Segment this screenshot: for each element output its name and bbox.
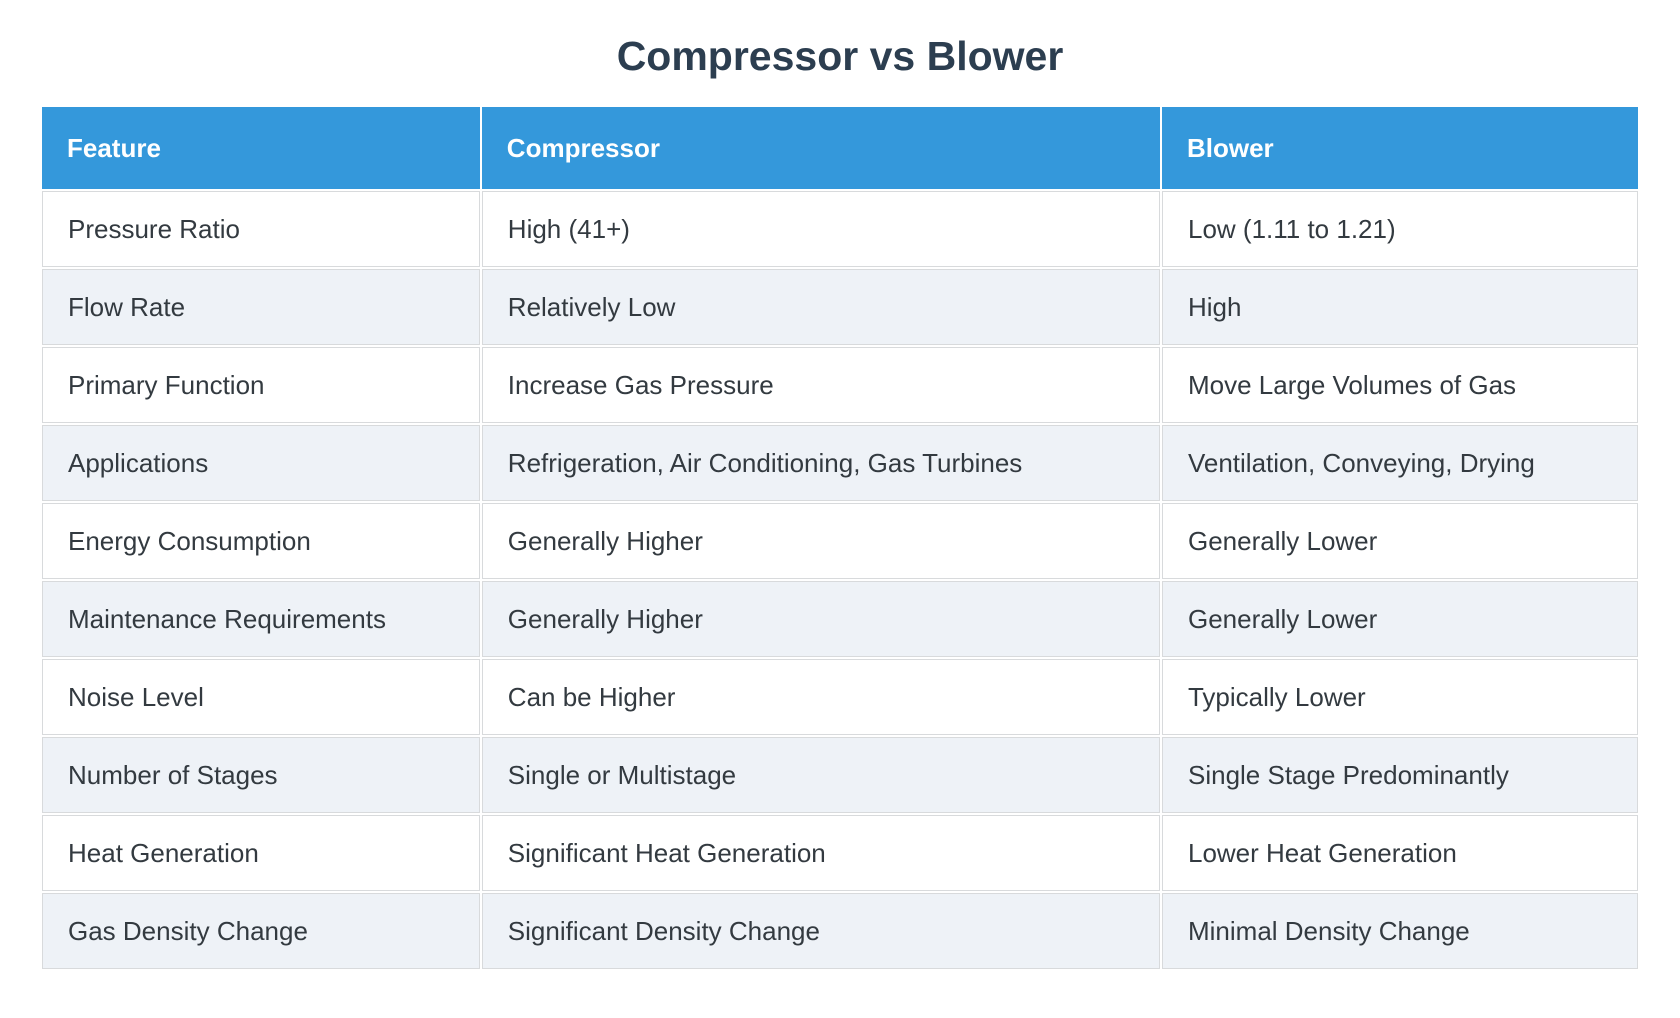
blower-cell: Move Large Volumes of Gas xyxy=(1161,347,1638,423)
table-row-maintenance-requirements: Maintenance Requirements Generally Higher… xyxy=(42,581,1638,657)
table-row-number-of-stages: Number of Stages Single or Multistage Sing… xyxy=(42,737,1638,813)
compressor-cell: Significant Density Change xyxy=(481,893,1160,969)
page: Compressor vs Blower Feature Compressor Bl… xyxy=(40,33,1640,971)
table-row-gas-density-change: Gas Density Change Significant Density Ch… xyxy=(42,893,1638,969)
compressor-cell: Increase Gas Pressure xyxy=(481,347,1160,423)
feature-cell: Maintenance Requirements xyxy=(42,581,480,657)
column-header-feature: Feature xyxy=(42,107,480,189)
blower-cell: Minimal Density Change xyxy=(1161,893,1638,969)
blower-cell: Ventilation, Conveying, Drying xyxy=(1161,425,1638,501)
column-header-blower: Blower xyxy=(1161,107,1638,189)
blower-cell: High xyxy=(1161,269,1638,345)
table-row-heat-generation: Heat Generation Significant Heat Generati… xyxy=(42,815,1638,891)
blower-cell: Lower Heat Generation xyxy=(1161,815,1638,891)
feature-cell: Noise Level xyxy=(42,659,480,735)
feature-cell: Primary Function xyxy=(42,347,480,423)
blower-cell: Low (1.11 to 1.21) xyxy=(1161,191,1638,267)
compressor-cell: Single or Multistage xyxy=(481,737,1160,813)
table-row-primary-function: Primary Function Increase Gas Pressure Mov… xyxy=(42,347,1638,423)
feature-cell: Energy Consumption xyxy=(42,503,480,579)
feature-cell: Applications xyxy=(42,425,480,501)
blower-cell: Generally Lower xyxy=(1161,581,1638,657)
table-row-flow-rate: Flow Rate Relatively Low High xyxy=(42,269,1638,345)
feature-cell: Heat Generation xyxy=(42,815,480,891)
comparison-table: Feature Compressor Blower Pressure Ratio Hi… xyxy=(40,105,1640,971)
compressor-cell: Relatively Low xyxy=(481,269,1160,345)
table-row-energy-consumption: Energy Consumption Generally Higher Genera… xyxy=(42,503,1638,579)
compressor-cell: Significant Heat Generation xyxy=(481,815,1160,891)
feature-cell: Gas Density Change xyxy=(42,893,480,969)
feature-cell: Flow Rate xyxy=(42,269,480,345)
compressor-cell: High (41+) xyxy=(481,191,1160,267)
column-header-compressor: Compressor xyxy=(481,107,1160,189)
blower-cell: Single Stage Predominantly xyxy=(1161,737,1638,813)
table-row-pressure-ratio: Pressure Ratio High (41+) Low (1.11 to 1.2… xyxy=(42,191,1638,267)
feature-cell: Number of Stages xyxy=(42,737,480,813)
feature-cell: Pressure Ratio xyxy=(42,191,480,267)
compressor-cell: Can be Higher xyxy=(481,659,1160,735)
compressor-cell: Generally Higher xyxy=(481,503,1160,579)
table-row-applications: Applications Refrigeration, Air Condition… xyxy=(42,425,1638,501)
page-title: Compressor vs Blower xyxy=(616,33,1064,79)
compressor-cell: Refrigeration, Air Conditioning, Gas Tur… xyxy=(481,425,1160,501)
table-header-row: Feature Compressor Blower xyxy=(42,107,1638,189)
blower-cell: Generally Lower xyxy=(1161,503,1638,579)
blower-cell: Typically Lower xyxy=(1161,659,1638,735)
table-row-noise-level: Noise Level Can be Higher Typically Lower xyxy=(42,659,1638,735)
compressor-cell: Generally Higher xyxy=(481,581,1160,657)
